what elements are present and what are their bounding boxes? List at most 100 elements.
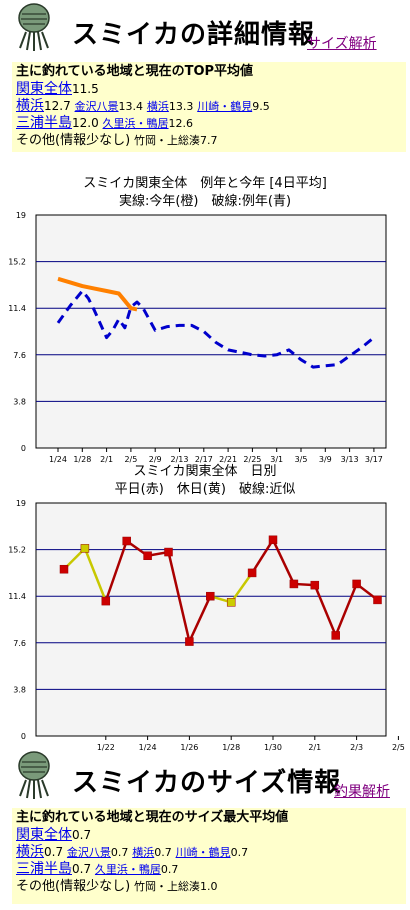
squid-icon bbox=[18, 751, 50, 799]
size-panel: 主に釣れている地域と現在のサイズ最大平均値 関東全体0.7 横浜0.7 金沢八景… bbox=[12, 808, 406, 904]
region-row-yokohama: 横浜12.7 金沢八景13.4 横浜13.3 川崎・鶴見9.5 bbox=[12, 98, 406, 115]
x-tick-label: 1/24 bbox=[49, 455, 67, 464]
region-link[interactable]: 横浜 bbox=[132, 846, 155, 859]
weekday-point bbox=[331, 631, 340, 640]
region-row-miura: 三浦半島0.7 久里浜・鴨居0.7 bbox=[12, 861, 406, 878]
chart-yearly-svg: スミイカ関東全体 例年と今年 [4日平均] 実線:今年(橙) 破線:例年(青) 0 3… bbox=[8, 175, 387, 464]
region-row-miura: 三浦半島12.0 久里浜・鴨居12.6 bbox=[12, 115, 406, 132]
region-link[interactable]: 横浜 bbox=[146, 100, 169, 113]
weekday-point bbox=[268, 535, 278, 545]
series-segment bbox=[271, 539, 296, 585]
panel-heading: 主に釣れている地域と現在のTOP平均値 bbox=[16, 64, 254, 79]
region-row-other: その他(情報少なし) 竹岡・上総湊7.7 bbox=[12, 132, 406, 149]
chart-yearly: スミイカ関東全体 例年と今年 [4日平均] 実線:今年(橙) 破線:例年(青) 0 3… bbox=[0, 170, 410, 474]
x-tick-label: 3/17 bbox=[365, 455, 383, 464]
region-value: 0.7 bbox=[154, 846, 172, 859]
weekday-point bbox=[289, 579, 299, 589]
y-tick-label: 7.6 bbox=[13, 351, 26, 360]
region-row-other: その他(情報少なし) 竹岡・上総湊1.0 bbox=[12, 878, 406, 895]
y-tick-label: 11.4 bbox=[8, 304, 26, 313]
chart-title: スミイカ関東全体 例年と今年 [4日平均] bbox=[83, 175, 327, 191]
x-tick-label: 2/1 bbox=[308, 743, 321, 752]
region-link[interactable]: 川崎・鶴見 bbox=[175, 846, 231, 859]
region-value: 9.5 bbox=[252, 100, 270, 113]
series-segment bbox=[230, 572, 254, 604]
chart-daily: スミイカ関東全体 日別 平日(赤) 休日(黄) 破線:近似 0 3.8 7.6 11.4 1… bbox=[0, 458, 410, 762]
x-tick-label: 3/5 bbox=[295, 455, 308, 464]
region-link[interactable]: 川崎・鶴見 bbox=[197, 100, 253, 113]
y-tick-label: 15.2 bbox=[8, 258, 26, 267]
region-link[interactable]: 三浦半島 bbox=[16, 861, 72, 877]
region-value: 0.7 bbox=[72, 828, 92, 842]
holiday-point bbox=[226, 598, 236, 607]
x-tick-label: 2/17 bbox=[195, 455, 213, 464]
series-segment bbox=[167, 551, 191, 642]
chart-title: スミイカ関東全体 日別 bbox=[133, 463, 276, 479]
region-value: 0.7 bbox=[72, 862, 92, 876]
x-tick-label: 2/5 bbox=[392, 743, 405, 752]
region-link[interactable]: 金沢八景 bbox=[74, 100, 119, 113]
y-tick-label: 19 bbox=[16, 499, 26, 508]
region-link-kanto[interactable]: 関東全体 bbox=[16, 81, 72, 97]
series-segment bbox=[251, 539, 275, 574]
weekday-point bbox=[206, 591, 215, 601]
region-value: 0.7 bbox=[110, 846, 129, 859]
plot-area bbox=[35, 214, 387, 449]
x-tick-label: 2/13 bbox=[171, 455, 189, 464]
x-tick-label: 1/28 bbox=[222, 743, 240, 752]
x-tick-label: 3/1 bbox=[270, 455, 283, 464]
x-tick-label: 2/9 bbox=[149, 455, 162, 464]
y-tick-label: 15.2 bbox=[8, 546, 26, 555]
region-link[interactable]: 久里浜・鴨居 bbox=[94, 863, 161, 876]
weekday-point bbox=[373, 595, 382, 605]
region-link[interactable]: 久里浜・鴨居 bbox=[102, 117, 169, 130]
series-segment bbox=[188, 595, 212, 643]
weekday-point bbox=[247, 568, 257, 578]
region-value: 13.4 bbox=[118, 100, 144, 113]
series-line-this-year bbox=[57, 276, 138, 312]
y-tick-label: 7.6 bbox=[13, 639, 26, 648]
weekday-point bbox=[59, 564, 69, 574]
other-detail: 竹岡・上総湊7.7 bbox=[133, 134, 218, 147]
region-value: 12.0 bbox=[72, 116, 99, 130]
weekday-point bbox=[122, 536, 131, 546]
region-value: 12.6 bbox=[168, 117, 194, 130]
region-link[interactable]: 横浜 bbox=[16, 98, 44, 114]
series-segment bbox=[313, 584, 337, 636]
region-value: 0.7 bbox=[230, 846, 249, 859]
region-link[interactable]: 横浜 bbox=[16, 844, 44, 860]
y-tick-label: 0 bbox=[21, 732, 26, 741]
region-row-yokohama: 横浜0.7 金沢八景0.7 横浜0.7 川崎・鶴見0.7 bbox=[12, 844, 406, 861]
detail-header: スミイカの詳細情報 サイズ解析 bbox=[0, 0, 410, 56]
region-link[interactable]: 三浦半島 bbox=[16, 115, 72, 131]
y-tick-label: 0 bbox=[21, 444, 26, 453]
x-tick-label: 1/22 bbox=[97, 743, 115, 752]
region-link-kanto[interactable]: 関東全体 bbox=[16, 827, 72, 843]
size-title: スミイカのサイズ情報 bbox=[72, 768, 342, 798]
other-label: その他(情報少なし) bbox=[16, 133, 131, 148]
catch-analysis-link[interactable]: 釣果解析 bbox=[334, 784, 390, 800]
size-analysis-link[interactable]: サイズ解析 bbox=[307, 36, 377, 52]
y-tick-label: 3.8 bbox=[13, 685, 26, 694]
series-segment bbox=[83, 547, 107, 602]
y-tick-label: 11.4 bbox=[8, 592, 26, 601]
plot-area bbox=[35, 502, 387, 737]
x-tick-label: 1/30 bbox=[264, 743, 282, 752]
x-tick-label: 2/1 bbox=[100, 455, 113, 464]
x-tick-label: 3/9 bbox=[319, 455, 332, 464]
region-value: 13.3 bbox=[168, 100, 194, 113]
region-link[interactable]: 金沢八景 bbox=[66, 846, 111, 859]
holiday-point bbox=[80, 544, 90, 553]
x-tick-label: 1/28 bbox=[73, 455, 91, 464]
x-tick-label: 2/3 bbox=[350, 743, 363, 752]
detail-panel: 主に釣れている地域と現在のTOP平均値 関東全体11.5 横浜12.7 金沢八景… bbox=[12, 62, 406, 152]
y-tick-label: 3.8 bbox=[13, 397, 26, 406]
region-value: 12.7 bbox=[44, 99, 71, 113]
x-tick-label: 1/24 bbox=[139, 743, 157, 752]
x-tick-label: 1/26 bbox=[180, 743, 198, 752]
panel-heading: 主に釣れている地域と現在のサイズ最大平均値 bbox=[16, 810, 289, 825]
region-value: 11.5 bbox=[72, 82, 99, 96]
x-tick-label: 2/25 bbox=[243, 455, 261, 464]
weekday-point bbox=[185, 637, 194, 646]
